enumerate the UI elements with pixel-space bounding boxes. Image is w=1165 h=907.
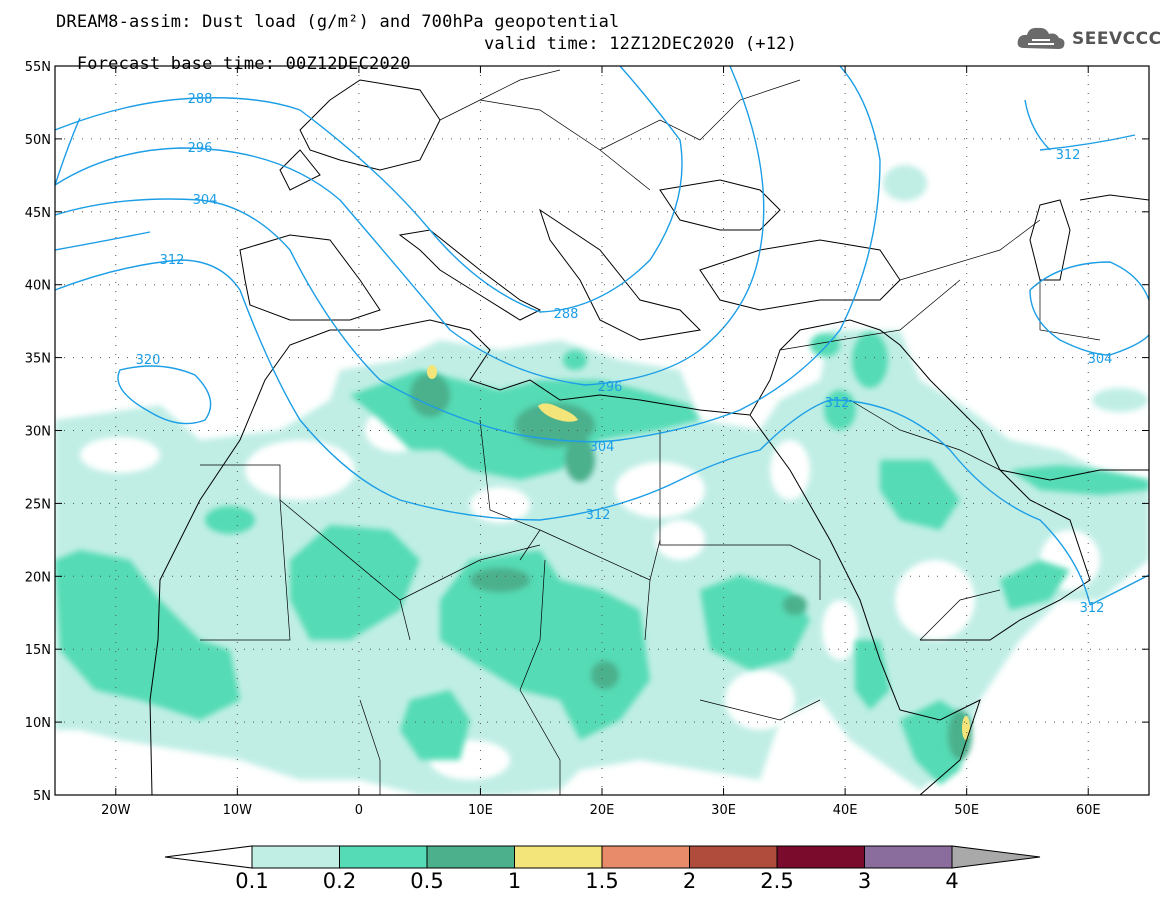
colorbar-label: 2 [683,869,696,893]
colorbar: 0.1 0.2 0.5 1 1.5 2 2.5 3 4 [164,845,1041,893]
contour-label: 312 [1080,601,1105,616]
colorbar-over-arrow [951,845,1041,869]
x-tick-label: 20E [590,803,615,818]
colorbar-label: 0.1 [235,869,268,893]
x-tick-label: 60E [1076,803,1101,818]
x-tick-label: 10E [468,803,493,818]
contour-label: 296 [188,141,213,156]
contour-label: 288 [554,307,579,322]
colorbar-label: 1 [508,869,521,893]
contour-labels: 288 296 304 312 320 288 296 304 312 312 … [136,92,1113,616]
y-tick-label: 40N [25,279,51,294]
colorbar-swatch [426,845,515,869]
colorbar-label: 0.2 [323,869,356,893]
y-axis: 55N 50N 45N 40N 35N 30N 25N 20N 15N 10N 5N [25,60,1149,804]
y-tick-label: 45N [25,206,51,221]
colorbar-label: 4 [945,869,958,893]
contour-label: 288 [188,92,213,107]
country-borders [200,69,1101,795]
x-tick-label: 30E [711,803,736,818]
contour-label: 304 [193,193,218,208]
x-tick-label: 0 [355,803,363,818]
colorbar-under-arrow [164,845,253,869]
y-tick-label: 15N [25,643,51,658]
chart-title: DREAM8-assim: Dust load (g/m²) and 700hP… [56,12,620,32]
colorbar-label: 2.5 [760,869,793,893]
colorbar-swatch [776,845,865,869]
base-time-label: Forecast base time: 00Z12DEC2020 [76,54,411,74]
chart-subtitle: Forecast base time: 00Z12DEC2020 valid t… [56,34,797,94]
contour-label: 312 [1056,148,1081,163]
colorbar-swatch [514,845,603,869]
seevccc-logo: SEEVCCC [1016,24,1162,54]
cloud-icon [1017,27,1065,49]
colorbar-swatch [689,845,778,869]
y-tick-label: 5N [33,789,51,804]
y-tick-label: 35N [25,352,51,367]
contour-label: 312 [825,396,850,411]
geopotential-contours [55,66,1149,606]
logo-text: SEEVCCC [1072,29,1162,49]
colorbar-swatch [251,845,340,869]
colorbar-swatch [339,845,428,869]
contour-label: 304 [1088,352,1113,367]
x-tick-label: 10W [223,803,253,818]
map-area: 288 296 304 312 320 288 296 304 312 312 … [55,66,1149,795]
valid-time-label: valid time: 12Z12DEC2020 (+12) [484,34,798,54]
colorbar-label: 3 [858,869,871,893]
y-tick-label: 25N [25,497,51,512]
x-axis: 20W 10W 0 10E 20E 30E 40E 50E 60E [101,66,1101,818]
y-tick-label: 50N [25,133,51,148]
x-tick-label: 20W [101,803,131,818]
colorbar-label: 0.5 [410,869,443,893]
colorbar-swatch [864,845,953,869]
x-tick-label: 40E [833,803,858,818]
y-tick-label: 10N [25,716,51,731]
contour-label: 312 [160,253,185,268]
contour-label: 304 [590,440,615,455]
contour-label: 296 [598,380,623,395]
x-tick-label: 50E [954,803,979,818]
colorbar-label: 1.5 [585,869,618,893]
colorbar-swatch [601,845,690,869]
contour-label: 320 [136,353,161,368]
contour-label: 312 [586,508,611,523]
y-tick-label: 30N [25,425,51,440]
y-tick-label: 20N [25,570,51,585]
y-tick-label: 55N [25,60,51,75]
